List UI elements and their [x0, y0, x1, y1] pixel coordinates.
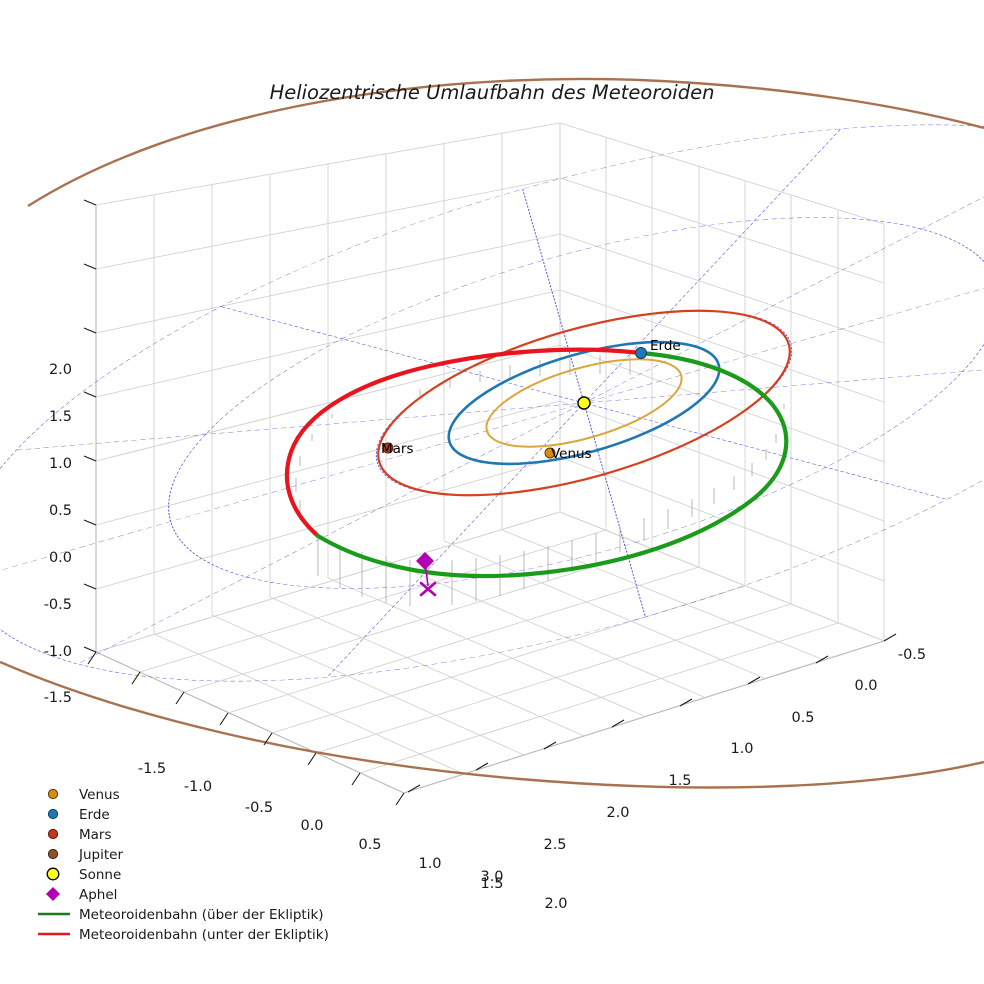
right-wall-gridlines	[559, 122, 885, 642]
venus-marker[interactable]	[544, 447, 556, 459]
x-tick-0: -1.5	[138, 761, 166, 777]
x-tick-3: 0.0	[300, 818, 323, 834]
x-axis-spine	[95, 651, 405, 794]
legend-label-orbit-below: Meteoroidenbahn (unter der Ekliptik)	[79, 927, 329, 943]
z-tick-5: -0.5	[44, 597, 72, 613]
meteoroid-orbit	[284, 347, 789, 579]
z-tick-2: 1.0	[49, 456, 72, 472]
y-tick-3: 1.0	[730, 741, 753, 757]
y-axis-spine	[403, 640, 885, 794]
legend-marker-erde	[47, 808, 59, 820]
z-tick-0: 2.0	[49, 362, 72, 378]
mars-orbit-ellipse	[377, 309, 791, 497]
x-tick-1: -1.0	[184, 779, 212, 795]
z-tick-6: -1.0	[44, 644, 72, 660]
x-tick-7: 2.0	[544, 896, 567, 912]
aphel-projection-marker[interactable]	[419, 581, 437, 597]
axis-spines	[95, 205, 885, 794]
annotation-mars: Mars	[381, 441, 414, 457]
y-axis-ticks: -0.5 0.0 0.5 1.0 1.5 2.0 2.5 3.0	[407, 633, 926, 885]
x-axis-ticks: -1.5 -1.0 -0.5 0.0 0.5 1.0 1.5 2.0	[87, 651, 568, 912]
right-wall-pane	[560, 123, 884, 641]
floor-pane	[96, 512, 884, 793]
data-annotations: Erde Mars Venus	[381, 338, 681, 462]
legend-label-orbit-above: Meteoroidenbahn (über der Ekliptik)	[79, 907, 324, 923]
orbit-drop-lines	[295, 354, 785, 606]
body-markers	[382, 347, 647, 597]
planet-orbits	[377, 309, 791, 497]
ecliptic-ring-3	[0, 124, 984, 682]
legend-marker-jupiter	[47, 848, 59, 860]
z-tick-1: 1.5	[49, 409, 72, 425]
x-tick-5: 1.0	[418, 856, 441, 872]
z-tick-7: -1.5	[44, 690, 72, 706]
y-tick-2: 0.5	[791, 710, 814, 726]
annotation-venus: Venus	[551, 446, 592, 462]
page-title: Heliozentrische Umlaufbahn des Meteoroid…	[270, 81, 715, 104]
erde-marker[interactable]	[635, 347, 647, 359]
z-tick-3: 0.5	[49, 503, 72, 519]
legend-label-mars: Mars	[79, 827, 112, 843]
meteoroid-orbit-below	[284, 347, 644, 539]
z-axis-ticks: 2.0 1.5 1.0 0.5 0.0 -0.5 -1.0 -1.5	[44, 199, 97, 706]
meteoroid-orbit-above	[315, 350, 789, 579]
z-tick-4: 0.0	[49, 550, 72, 566]
legend-label-erde: Erde	[79, 807, 110, 823]
legend-label-aphel: Aphel	[79, 887, 117, 903]
x-tick-4: 0.5	[358, 837, 381, 853]
aphel-marker[interactable]	[416, 552, 434, 570]
annotation-erde: Erde	[650, 338, 681, 354]
y-tick-7: 3.0	[480, 869, 503, 885]
sonne-marker[interactable]	[577, 396, 591, 410]
y-tick-1: 0.0	[854, 678, 877, 694]
x-tick-2: -0.5	[245, 800, 273, 816]
erde-orbit-ellipse	[447, 340, 721, 466]
legend-label-venus: Venus	[79, 787, 120, 803]
mars-marker[interactable]	[382, 442, 394, 454]
legend-marker-mars	[47, 828, 59, 840]
legend-marker-venus	[47, 788, 59, 800]
legend-label-sonne: Sonne	[79, 867, 121, 883]
x-tick-6: 1.5	[480, 876, 503, 892]
y-tick-0: -0.5	[898, 647, 926, 663]
y-tick-5: 2.0	[606, 805, 629, 821]
venus-orbit-ellipse	[485, 358, 683, 448]
legend-label-jupiter: Jupiter	[78, 847, 123, 863]
y-tick-6: 2.5	[543, 837, 566, 853]
legend-marker-aphel	[46, 887, 60, 901]
jupiter-orbit	[0, 77, 984, 789]
plot-legend: Venus Erde Mars Jupiter Sonne Aphel Mete…	[38, 787, 329, 943]
y-tick-4: 1.5	[668, 773, 691, 789]
legend-marker-sonne	[46, 867, 60, 881]
